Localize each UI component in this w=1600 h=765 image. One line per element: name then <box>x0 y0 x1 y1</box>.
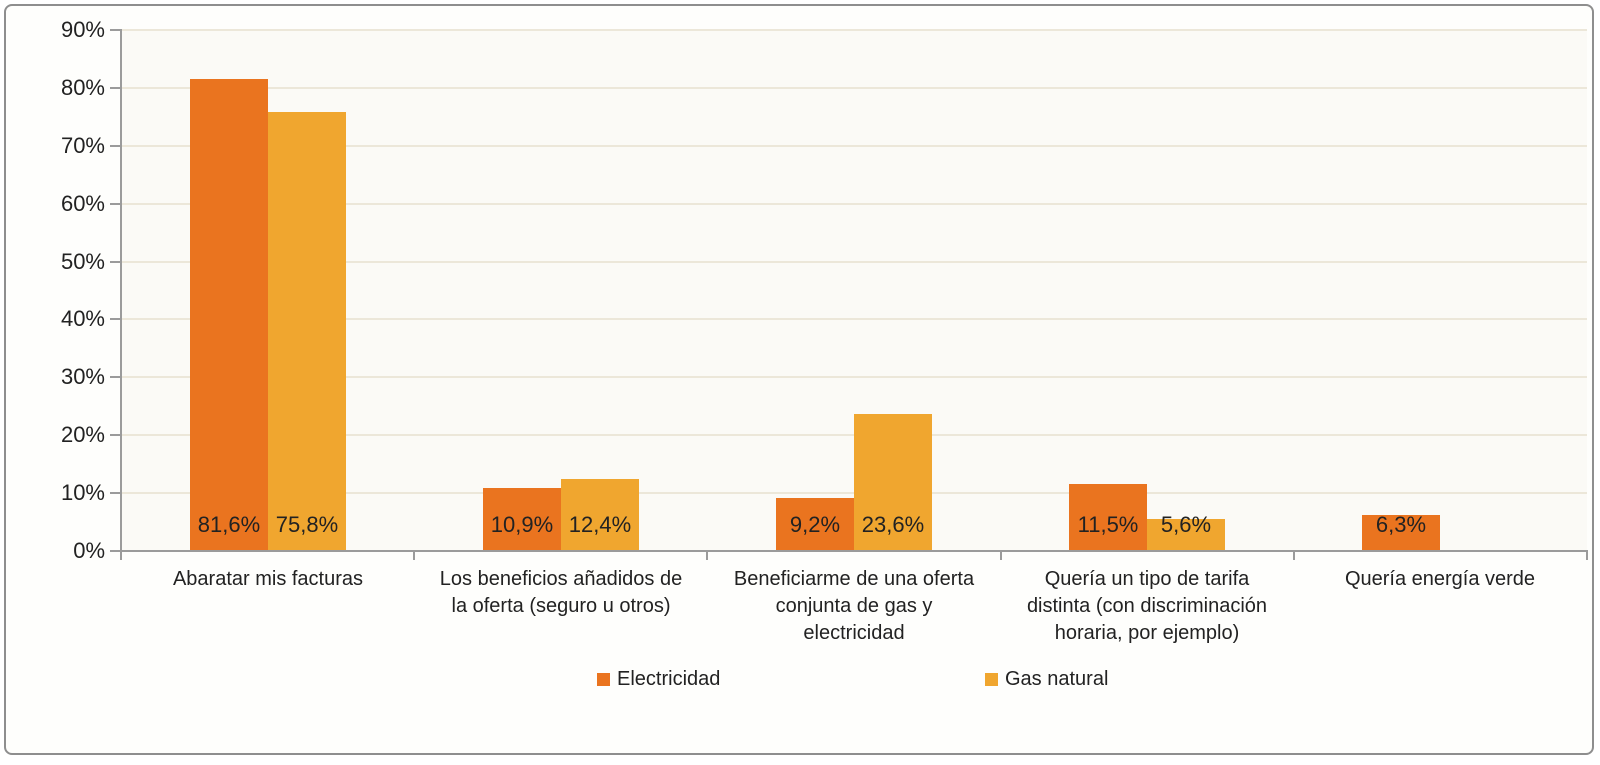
x-axis-line <box>119 550 1588 552</box>
gridline-60% <box>121 203 1587 205</box>
data-label-electricidad-4: 6,3% <box>1375 512 1427 537</box>
y-tickmark-50% <box>110 261 121 263</box>
gridline-50% <box>121 261 1587 263</box>
gridline-90% <box>121 29 1587 31</box>
y-axis-label-40%: 40% <box>60 306 105 331</box>
x-tickmark-0 <box>120 551 122 560</box>
y-axis-label-70%: 70% <box>60 133 105 158</box>
bar-electricidad-4 <box>1362 515 1440 551</box>
data-label-gas-natural-2: 23,6% <box>861 512 925 537</box>
data-label-gas-natural-0: 75,8% <box>275 512 339 537</box>
legend-swatch-electricidad <box>597 673 610 686</box>
bar-gas-natural-2 <box>854 414 932 551</box>
y-tickmark-80% <box>110 87 121 89</box>
gridline-40% <box>121 318 1587 320</box>
y-axis-label-60%: 60% <box>60 191 105 216</box>
x-tickmark-4 <box>1293 551 1295 560</box>
y-axis-label-20%: 20% <box>60 422 105 447</box>
x-tickmark-5 <box>1586 551 1588 560</box>
y-tickmark-40% <box>110 318 121 320</box>
y-tickmark-30% <box>110 376 121 378</box>
x-tickmark-3 <box>1000 551 1002 560</box>
data-label-gas-natural-3: 5,6% <box>1160 512 1212 537</box>
legend-item-gas-natural: Gas natural <box>985 666 1108 693</box>
category-label-0: Abaratar mis facturas <box>172 568 364 590</box>
y-tickmark-0% <box>110 550 121 552</box>
y-axis-label-50%: 50% <box>60 249 105 274</box>
y-axis-label-10%: 10% <box>60 480 105 505</box>
legend-label-electricidad: Electricidad <box>617 668 721 690</box>
y-tickmark-70% <box>110 145 121 147</box>
bar-electricidad-2 <box>776 498 854 551</box>
gridline-30% <box>121 376 1587 378</box>
bar-gas-natural-1 <box>561 479 639 551</box>
category-label-2: Beneficiarme de una oferta conjunta de g… <box>733 568 975 644</box>
gridline-80% <box>121 87 1587 89</box>
y-tickmark-60% <box>110 203 121 205</box>
data-label-electricidad-0: 81,6% <box>197 512 261 537</box>
data-label-electricidad-1: 10,9% <box>490 512 554 537</box>
data-label-electricidad-2: 9,2% <box>789 512 841 537</box>
y-tickmark-90% <box>110 29 121 31</box>
y-axis-label-0%: 0% <box>73 538 105 563</box>
bar-electricidad-1 <box>483 488 561 551</box>
gridline-70% <box>121 145 1587 147</box>
y-axis-line <box>120 29 122 553</box>
category-label-1: Los beneficios añadidos de la oferta (se… <box>439 568 683 617</box>
bar-gas-natural-3 <box>1147 519 1225 551</box>
bar-gas-natural-0 <box>268 112 346 551</box>
bar-electricidad-3 <box>1069 484 1147 551</box>
data-label-gas-natural-1: 12,4% <box>568 512 632 537</box>
y-axis-label-90%: 90% <box>60 17 105 42</box>
y-tickmark-20% <box>110 434 121 436</box>
y-axis-label-80%: 80% <box>60 75 105 100</box>
bar-electricidad-0 <box>190 79 268 551</box>
x-tickmark-1 <box>413 551 415 560</box>
legend-label-gas-natural: Gas natural <box>1005 668 1109 690</box>
y-tickmark-10% <box>110 492 121 494</box>
data-label-electricidad-3: 11,5% <box>1077 512 1139 537</box>
category-label-3: Quería un tipo de tarifa distinta (con d… <box>1026 568 1268 644</box>
legend-swatch-gas-natural <box>985 673 998 686</box>
category-label-4: Quería energía verde <box>1344 568 1536 590</box>
y-axis-label-30%: 30% <box>60 364 105 389</box>
legend-item-electricidad: Electricidad <box>597 666 720 693</box>
x-tickmark-2 <box>706 551 708 560</box>
